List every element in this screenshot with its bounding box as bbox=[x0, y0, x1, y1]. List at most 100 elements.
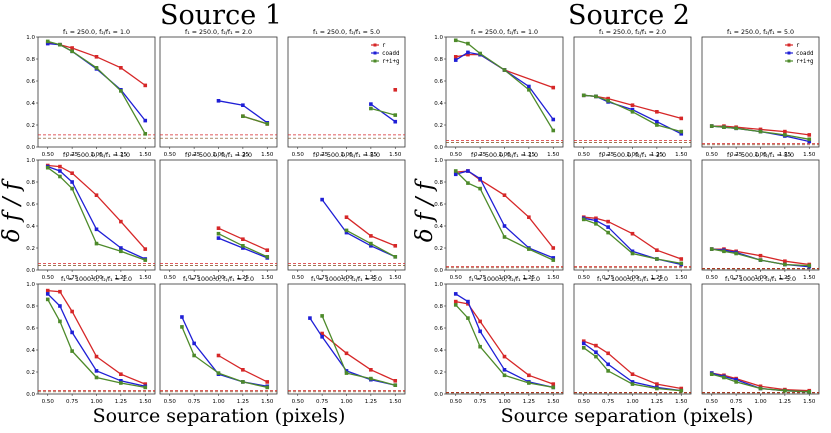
panel-s2-3: f₁ = 250.0, f₂/f₁ = 5.0 0.50 0.75 1.00 1.25 1… bbox=[701, 29, 820, 158]
panel-frame bbox=[287, 283, 406, 395]
data-point-rig bbox=[807, 263, 812, 268]
series-line-coadd bbox=[370, 103, 396, 123]
data-point-coadd bbox=[594, 350, 598, 354]
panel-s2-1: f₁ = 250.0, f₂/f₁ = 1.0 0.0 0.2 0.4 0.6 0.8 1.… bbox=[434, 29, 564, 158]
data-point-coadd bbox=[119, 379, 123, 383]
series-line-r bbox=[583, 216, 682, 260]
y-tick-label: 0.4 bbox=[434, 101, 443, 107]
x-tick-label: 0.75 bbox=[188, 152, 201, 158]
data-point-r bbox=[94, 55, 99, 59]
panel-title: f₁ = 500.0, f₂/f₁ = 2.0 bbox=[599, 152, 666, 159]
data-point-rig bbox=[655, 123, 659, 127]
data-point-r bbox=[655, 382, 659, 386]
panel-title: f₁ = 500.0, f₂/f₁ = 1.0 bbox=[63, 152, 130, 159]
data-point-coadd bbox=[58, 169, 62, 173]
y-tick-label: 0.4 bbox=[26, 224, 35, 230]
data-point-coadd bbox=[630, 380, 635, 384]
data-point-r bbox=[119, 372, 123, 376]
data-point-rig bbox=[45, 297, 50, 302]
data-point-coadd bbox=[453, 58, 458, 62]
panel-title: f₁ = 250.0, f₂/f₁ = 1.0 bbox=[63, 29, 130, 36]
x-tick-label: 0.75 bbox=[474, 152, 487, 158]
series-line-rig bbox=[47, 167, 146, 261]
x-tick-label: 1.50 bbox=[261, 399, 274, 405]
x-tick-label: 1.00 bbox=[498, 275, 511, 281]
series-line-rig bbox=[242, 115, 268, 125]
data-point-rig bbox=[722, 249, 726, 254]
data-point-rig bbox=[369, 106, 373, 111]
panel-frame bbox=[37, 36, 156, 148]
y-tick-label: 0.2 bbox=[26, 370, 35, 376]
data-point-rig bbox=[70, 49, 74, 54]
y-tick-label: 1.0 bbox=[26, 282, 35, 288]
data-point-rig bbox=[241, 114, 245, 118]
y-tick-label: 0.6 bbox=[434, 326, 443, 332]
panel-s2-9: f₁ = 1000.0, f₂/f₁ = 5.0 0.50 0.75 1.00 1.25… bbox=[701, 276, 820, 405]
panel-s2-8: f₁ = 1000.0, f₂/f₁ = 2.0 0.50 0.75 1.00 1.25… bbox=[573, 276, 692, 405]
x-tick-label: 1.25 bbox=[779, 152, 792, 158]
x-tick-label: 0.50 bbox=[292, 275, 305, 281]
data-point-rig bbox=[478, 51, 482, 56]
legend-marker bbox=[787, 59, 791, 63]
x-tick-label: 0.50 bbox=[450, 152, 463, 158]
data-point-rig bbox=[758, 258, 763, 262]
x-tick-label: 0.75 bbox=[188, 275, 201, 281]
data-point-rig bbox=[265, 385, 270, 390]
data-point-rig bbox=[594, 94, 598, 99]
data-point-r bbox=[45, 288, 50, 293]
panel-s2-4: f₁ = 500.0, f₂/f₁ = 1.0 0.0 0.2 0.4 0.6 0.8 1.… bbox=[434, 152, 564, 281]
x-tick-label: 1.50 bbox=[139, 152, 152, 158]
data-point-r bbox=[70, 46, 74, 50]
data-point-r bbox=[265, 380, 270, 384]
x-tick-label: 0.75 bbox=[316, 152, 329, 158]
series-line-r bbox=[455, 300, 554, 385]
x-tick-label: 0.75 bbox=[474, 275, 487, 281]
data-point-r bbox=[94, 354, 99, 359]
data-point-r bbox=[453, 299, 458, 304]
data-point-coadd bbox=[320, 335, 324, 339]
y-tick-label: 1.0 bbox=[26, 35, 35, 41]
x-tick-label: 1.25 bbox=[523, 152, 536, 158]
x-tick-label: 0.75 bbox=[730, 152, 743, 158]
panel-title: f₁ = 250.0, f₂/f₁ = 2.0 bbox=[599, 29, 666, 36]
panel-frame bbox=[287, 36, 406, 148]
series-line-rig bbox=[47, 299, 146, 389]
data-point-coadd bbox=[45, 41, 50, 46]
data-point-rig bbox=[119, 249, 123, 254]
x-tick-label: 1.00 bbox=[754, 399, 767, 405]
panel-title: f₁ = 1000.0, f₂/f₁ = 5.0 bbox=[311, 276, 382, 283]
y-tick-label: 0.4 bbox=[434, 224, 443, 230]
data-point-r bbox=[630, 372, 635, 376]
panel-frame bbox=[573, 283, 692, 395]
series-line-coadd bbox=[47, 165, 146, 260]
y-tick-label: 0.0 bbox=[434, 392, 443, 398]
x-tick-label: 0.50 bbox=[42, 152, 55, 158]
data-point-r bbox=[679, 116, 684, 121]
x-tick-label: 0.75 bbox=[730, 275, 743, 281]
data-point-rig bbox=[581, 217, 586, 222]
data-point-rig bbox=[758, 129, 763, 134]
data-point-rig bbox=[192, 353, 196, 358]
x-tick-label: 1.00 bbox=[212, 275, 225, 281]
data-point-rig bbox=[594, 354, 598, 359]
data-point-r bbox=[216, 353, 221, 358]
x-tick-label: 1.25 bbox=[365, 275, 378, 281]
data-point-rig bbox=[527, 88, 531, 92]
data-point-coadd bbox=[594, 218, 598, 223]
legend-label: coadd bbox=[796, 51, 813, 57]
series-line-coadd bbox=[455, 293, 554, 389]
data-point-rig bbox=[216, 371, 221, 375]
x-tick-label: 0.50 bbox=[578, 399, 591, 405]
data-point-r bbox=[478, 319, 482, 324]
x-tick-label: 1.25 bbox=[779, 399, 792, 405]
panel-title: f₁ = 250.0, f₂/f₁ = 5.0 bbox=[727, 29, 794, 36]
data-point-r bbox=[466, 52, 470, 57]
data-point-rig bbox=[594, 222, 598, 226]
series-line-rig bbox=[455, 39, 554, 131]
data-point-rig bbox=[783, 133, 787, 137]
x-tick-label: 0.75 bbox=[602, 399, 615, 405]
data-point-coadd bbox=[70, 180, 74, 184]
data-point-rig bbox=[466, 41, 470, 46]
data-point-rig bbox=[722, 375, 726, 380]
x-tick-label: 0.75 bbox=[602, 152, 615, 158]
